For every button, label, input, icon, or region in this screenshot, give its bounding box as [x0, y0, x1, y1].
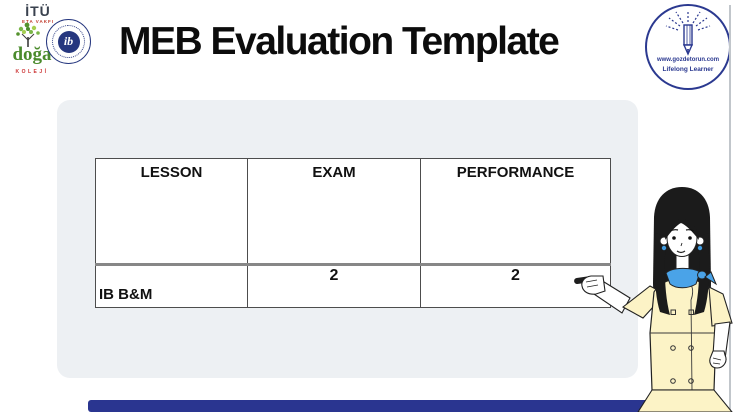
- school-logo-cluster: İTÜ ETA VAKFI doğa KOLEJİ ib: [10, 2, 112, 84]
- hand: [581, 275, 606, 295]
- header-exam: EXAM: [247, 158, 421, 266]
- eyebrow-left: [669, 229, 679, 232]
- button-circle-4: [688, 378, 694, 384]
- doga-tree-icon: [16, 22, 40, 47]
- button-circle-3: [670, 378, 676, 384]
- ib-logo-ring: ib: [52, 25, 85, 58]
- eye-right: [688, 236, 692, 240]
- nose: [680, 242, 683, 247]
- finger-lines: [585, 279, 599, 288]
- eye-left: [672, 236, 676, 240]
- lifelong-learner-badge: www.gozdetorun.com Lifelong Learner: [645, 4, 731, 90]
- mouth: [676, 250, 686, 254]
- ib-logo: ib: [46, 19, 91, 64]
- doga-logo-text: doğa: [12, 44, 52, 65]
- header-lesson: LESSON: [95, 158, 248, 266]
- itu-logo-subtext: ETA VAKFI: [22, 19, 54, 24]
- sleeve-right: [708, 286, 733, 327]
- table-header-row: LESSON EXAM PERFORMANCE: [95, 158, 611, 266]
- neck-scarf: [665, 267, 718, 289]
- earring-left: [661, 245, 667, 251]
- presenter-illustration: [574, 187, 733, 412]
- badge-url: www.gozdetorun.com: [656, 57, 720, 63]
- face: [665, 219, 699, 257]
- page-title: MEB Evaluation Template: [119, 20, 560, 63]
- doga-logo-subtext: KOLEJİ: [15, 69, 49, 75]
- footer-accent-bar: [88, 400, 717, 412]
- scarf-tail: [704, 271, 718, 286]
- button-square-1: [670, 309, 676, 315]
- button-square-2: [688, 309, 694, 315]
- earring-right: [697, 245, 703, 251]
- button-circle-2: [688, 345, 694, 351]
- header-performance: PERFORMANCE: [420, 158, 611, 266]
- hair-strand-left: [654, 233, 670, 315]
- cell-lesson: IB B&M: [95, 264, 248, 308]
- finger-lines-right: [712, 357, 722, 365]
- evaluation-table: LESSON EXAM PERFORMANCE IB B&M 2 2: [95, 158, 611, 308]
- page-edge-line: [729, 5, 731, 412]
- extended-arm: [574, 275, 666, 319]
- cell-exam-score: 2: [247, 264, 421, 308]
- scarf-band: [665, 267, 701, 289]
- pencil-burst-icon: [665, 10, 711, 56]
- skirt: [637, 389, 733, 412]
- scarf-knot: [697, 270, 707, 280]
- eyebrow-right: [685, 229, 695, 232]
- table-row: IB B&M 2 2: [95, 264, 611, 308]
- ib-logo-monogram: ib: [57, 30, 80, 53]
- bangs: [665, 219, 699, 240]
- badge-tagline: Lifelong Learner: [662, 66, 714, 73]
- right-arm: [708, 286, 733, 369]
- itu-logo-text: İTÜ: [25, 3, 51, 19]
- button-circle-1: [670, 345, 676, 351]
